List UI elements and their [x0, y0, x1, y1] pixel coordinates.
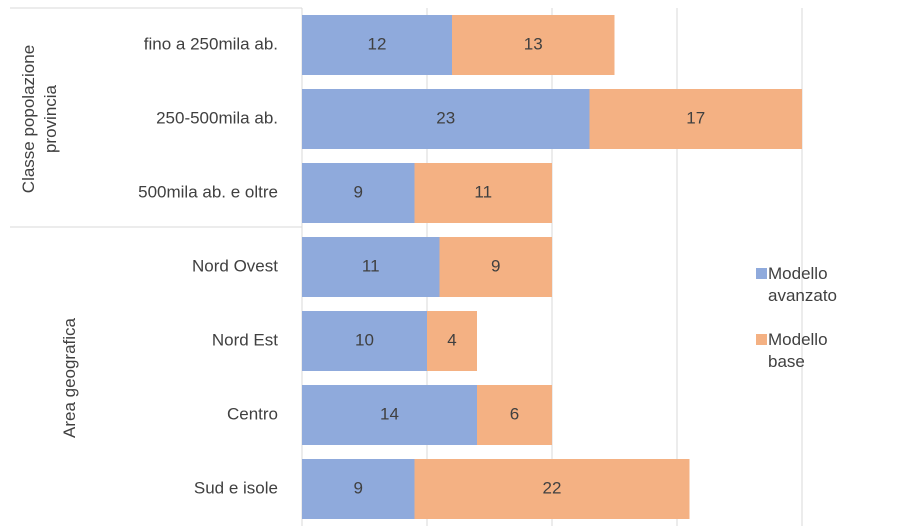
category-label: Nord Est [212, 330, 278, 349]
data-label: 23 [436, 108, 455, 127]
bar-segment [302, 89, 590, 149]
data-label: 11 [474, 182, 492, 201]
data-label: 9 [354, 182, 363, 201]
category-label: Nord Ovest [192, 256, 278, 275]
bar-segment [452, 15, 615, 75]
legend-swatch [756, 334, 767, 345]
category-label: 500mila ab. e oltre [138, 182, 278, 201]
group-label-box: Area geografica [60, 317, 79, 439]
data-label: 14 [380, 404, 399, 423]
category-label: Sud e isole [194, 478, 278, 497]
bar-segment [589, 89, 802, 149]
bar-segment [302, 459, 415, 519]
data-label: 12 [368, 34, 387, 53]
bar-segment [427, 311, 477, 371]
group-label: Classe popolazione provincia [19, 44, 60, 194]
category-label: Centro [227, 404, 278, 423]
bar-segment [302, 237, 440, 297]
legend-label-box: Modello base [768, 330, 828, 371]
bar-segment [439, 237, 552, 297]
data-label: 9 [354, 478, 363, 497]
category-label: fino a 250mila ab. [144, 34, 278, 53]
legend-label: Modello avanzato [768, 264, 837, 305]
data-label: 22 [543, 478, 562, 497]
data-label: 9 [491, 256, 500, 275]
group-label-box: Classe popolazione provincia [19, 44, 60, 194]
bar-segment [302, 163, 415, 223]
data-label: 4 [447, 330, 456, 349]
legend-label-box: Modello avanzato [768, 264, 837, 305]
data-label: 11 [362, 256, 380, 275]
category-label: 250-500mila ab. [156, 108, 278, 127]
legend-swatch [756, 268, 767, 279]
bar-segment [302, 311, 427, 371]
data-label: 10 [355, 330, 374, 349]
group-label: Area geografica [60, 317, 79, 439]
bar-segment [477, 385, 552, 445]
bar-segment [414, 459, 690, 519]
legend-label: Modello base [768, 330, 828, 371]
bar-segment [302, 15, 452, 75]
bar-segment [414, 163, 552, 223]
data-label: 17 [686, 108, 705, 127]
data-label: 6 [510, 404, 519, 423]
data-label: 13 [524, 34, 543, 53]
bar-segment [302, 385, 477, 445]
